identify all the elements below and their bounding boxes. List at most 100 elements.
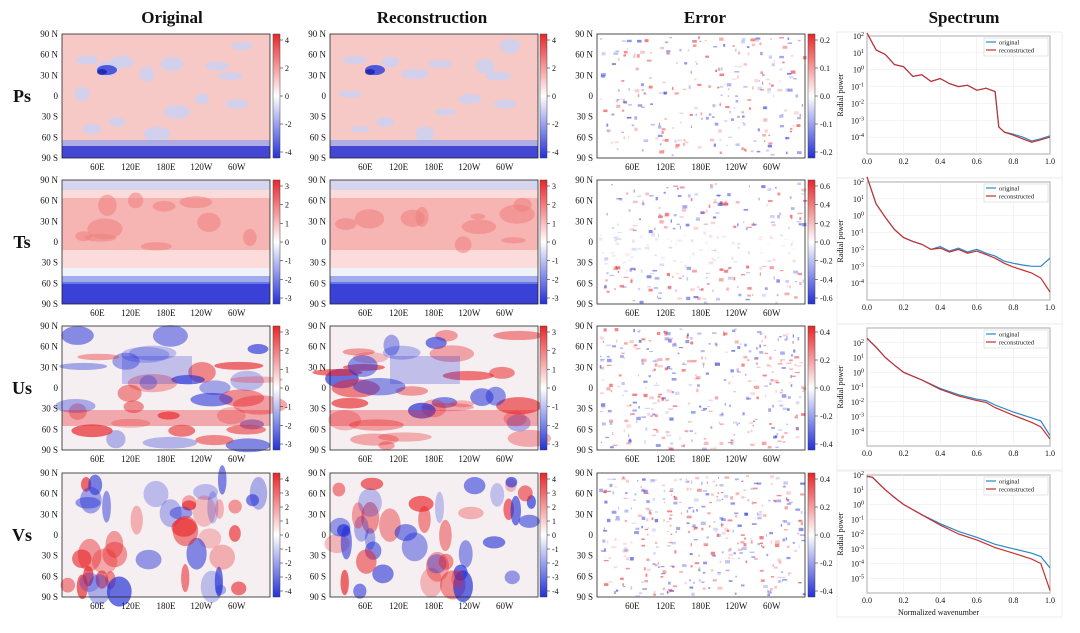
longitude-tick-label: 120W xyxy=(458,308,481,318)
error-speckle xyxy=(728,136,733,138)
error-speckle xyxy=(656,295,659,299)
error-speckle xyxy=(794,356,800,359)
error-speckle xyxy=(614,537,617,542)
error-speckle xyxy=(673,185,679,187)
error-speckle xyxy=(613,591,617,595)
error-speckle xyxy=(615,259,618,261)
latitude-tick-label: 90 N xyxy=(575,29,593,39)
warm-region xyxy=(152,200,176,212)
error-speckle xyxy=(779,336,782,338)
error-speckle xyxy=(641,106,645,108)
error-speckle xyxy=(694,562,700,565)
colorbar-tick-label: 0 xyxy=(552,238,556,247)
wind-anomaly xyxy=(395,386,429,396)
wind-anomaly xyxy=(408,495,434,512)
error-speckle xyxy=(607,358,612,363)
error-speckle xyxy=(600,392,604,395)
error-speckle xyxy=(754,517,756,519)
wind-anomaly xyxy=(451,569,464,588)
colorbar-tick-label: 0.0 xyxy=(820,531,830,540)
error-speckle xyxy=(741,363,745,367)
error-speckle xyxy=(717,86,720,89)
error-speckle xyxy=(669,417,674,421)
error-speckle xyxy=(609,422,613,425)
error-speckle xyxy=(687,194,691,198)
error-speckle xyxy=(648,288,653,292)
spectrum-y-tick-label: 102 xyxy=(853,471,864,480)
error-speckle xyxy=(717,251,719,254)
latitude-tick-label: 60 S xyxy=(42,278,58,288)
error-speckle xyxy=(698,578,702,583)
error-speckle xyxy=(774,435,778,438)
error-speckle xyxy=(784,431,788,435)
wind-anomaly xyxy=(200,570,223,603)
error-speckle xyxy=(612,432,614,435)
error-speckle xyxy=(731,503,735,505)
longitude-tick-label: 180E xyxy=(425,601,445,611)
error-speckle xyxy=(712,289,714,292)
spectrum-y-tick-label: 100 xyxy=(853,501,864,510)
error-speckle xyxy=(802,386,807,391)
error-speckle xyxy=(740,541,745,544)
spectrum-x-tick-label: 0.4 xyxy=(935,157,945,166)
error-speckle xyxy=(687,480,690,483)
warm-region xyxy=(501,237,526,244)
error-speckle xyxy=(702,571,706,574)
error-speckle xyxy=(729,404,731,407)
error-speckle xyxy=(794,364,797,367)
error-speckle xyxy=(602,539,606,543)
error-speckle xyxy=(779,404,784,407)
longitude-tick-label: 120W xyxy=(458,601,481,611)
error-speckle xyxy=(654,363,658,367)
wind-anomaly xyxy=(425,336,447,350)
error-speckle xyxy=(775,301,778,305)
error-speckle xyxy=(785,136,790,140)
colorbar xyxy=(272,179,281,305)
error-speckle xyxy=(780,523,783,527)
error-speckle xyxy=(715,531,718,533)
error-speckle xyxy=(801,385,804,389)
error-speckle xyxy=(740,534,745,536)
latitude-tick-label: 30 S xyxy=(310,112,326,122)
error-speckle xyxy=(614,238,618,242)
error-speckle xyxy=(663,330,665,333)
error-speckle xyxy=(646,518,649,522)
latitude-tick-label: 90 N xyxy=(575,175,593,185)
error-speckle xyxy=(658,566,660,569)
spectrum-y-tick-label: 102 xyxy=(853,32,864,41)
legend-label: reconstructed xyxy=(999,48,1035,55)
error-speckle xyxy=(628,434,630,438)
error-speckle xyxy=(781,394,787,398)
error-speckle xyxy=(675,531,677,533)
error-speckle xyxy=(628,439,632,443)
error-speckle xyxy=(670,442,674,445)
error-speckle xyxy=(607,130,609,134)
spectrum-x-tick-label: 0.0 xyxy=(862,596,872,605)
error-speckle xyxy=(763,584,768,589)
error-speckle xyxy=(733,277,736,281)
wind-anomaly xyxy=(394,524,418,542)
error-speckle xyxy=(698,567,701,570)
error-speckle xyxy=(802,279,804,283)
error-speckle xyxy=(789,196,792,200)
wind-anomaly xyxy=(60,577,76,593)
latitude-tick-label: 90 S xyxy=(42,445,58,455)
error-speckle xyxy=(673,585,678,588)
error-speckle xyxy=(653,593,657,596)
error-speckle xyxy=(621,381,625,386)
error-speckle xyxy=(719,102,721,106)
spectrum-x-tick-label: 1.0 xyxy=(1045,157,1055,166)
error-speckle xyxy=(678,277,682,280)
error-speckle xyxy=(649,195,654,197)
error-speckle xyxy=(747,359,750,361)
colorbar-tick-label: -2 xyxy=(285,120,292,129)
spectrum-legend xyxy=(983,37,1049,57)
error-speckle xyxy=(757,516,762,520)
error-speckle xyxy=(723,235,727,238)
colorbar-tick-label: 0.2 xyxy=(820,219,830,228)
latitude-tick-label: 30 N xyxy=(308,70,326,80)
longitude-tick-label: 60W xyxy=(496,162,514,172)
wind-anomaly xyxy=(143,480,169,508)
